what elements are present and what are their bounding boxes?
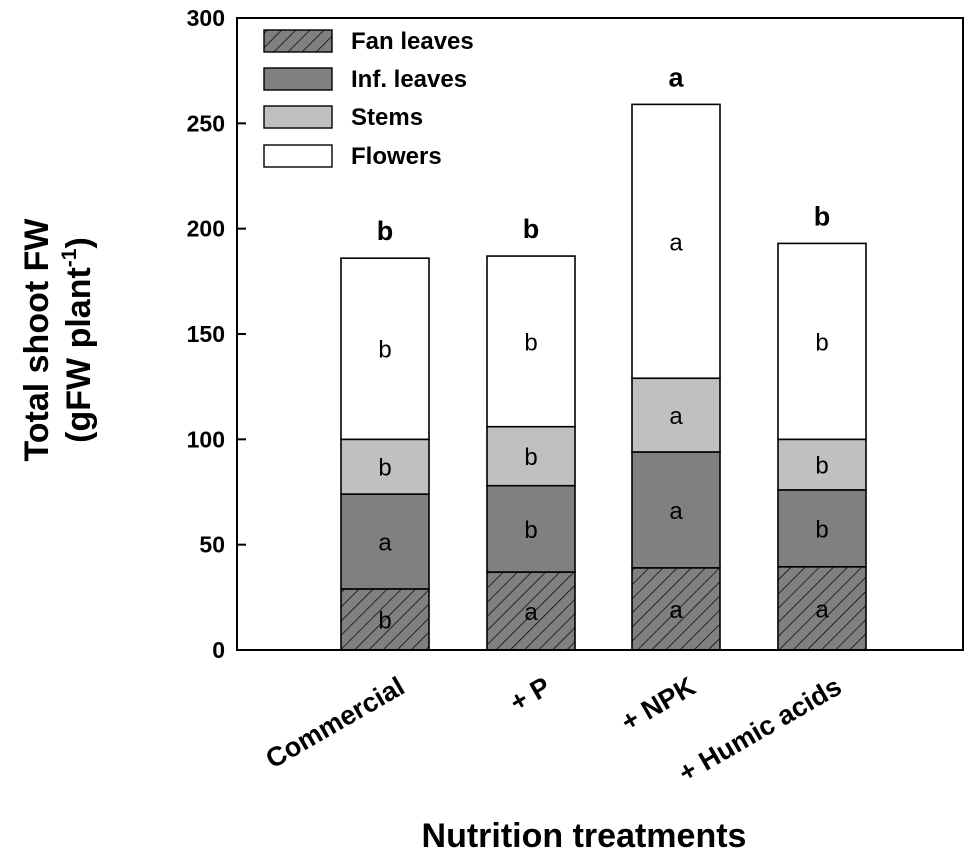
x-axis-category-labels: Commercial + P + NPK+ Humic acids [261, 671, 847, 788]
segment-letter: b [815, 516, 828, 543]
segment-letter: a [669, 498, 683, 525]
y-tick-label: 50 [199, 532, 225, 558]
legend-swatch [263, 144, 333, 168]
bar-inf-leaves-1 [340, 493, 430, 590]
y-tick-label: 300 [187, 5, 225, 31]
segment-letter: a [669, 403, 683, 430]
y-tick-label: 150 [187, 321, 225, 347]
segment-letter: b [815, 453, 828, 480]
total-letter: a [668, 62, 684, 92]
segment-letters: b a b b a b b b a a a a a b b b [378, 229, 829, 634]
bar-stems-2 [486, 425, 576, 487]
segment-letter: b [378, 455, 391, 482]
x-category-label: + P [505, 671, 556, 718]
y-axis-title: Total shoot FW (gFW plant-1) [18, 218, 98, 462]
bar-stems-4 [777, 438, 867, 491]
y-tick-label: 250 [187, 110, 225, 136]
legend-label: Inf. leaves [351, 66, 467, 93]
x-category-label: + NPK [616, 671, 701, 737]
y-axis-unit-superscript: -1 [58, 248, 81, 267]
segment-letter: b [378, 337, 391, 364]
segment-letter: b [524, 444, 537, 471]
x-axis-title: Nutrition treatments [422, 817, 747, 855]
total-letters: b b a b [377, 62, 831, 246]
bar-inf-leaves-3 [631, 451, 721, 569]
bar-fan-leaves-4 [777, 565, 867, 651]
segment-letter: a [669, 597, 683, 624]
bar-fan-leaves-2 [486, 571, 576, 651]
segment-letter: b [524, 517, 537, 544]
legend-label: Flowers [351, 143, 442, 170]
segment-letter: a [524, 599, 538, 626]
y-tick-label: 100 [187, 426, 225, 452]
segment-letter: b [378, 607, 391, 634]
bars-group [340, 103, 867, 651]
bar-flowers-3 [631, 103, 721, 380]
bar-flowers-1 [340, 257, 430, 441]
x-category-label: Commercial [261, 671, 410, 774]
legend-swatch [263, 105, 333, 129]
bar-inf-leaves-4 [777, 489, 867, 568]
total-letter: b [523, 214, 540, 244]
y-tick-label: 0 [212, 637, 225, 663]
legend-swatch [263, 67, 333, 91]
legend-label: Stems [351, 104, 423, 131]
segment-letter: b [524, 329, 537, 356]
segment-letter: a [669, 229, 683, 256]
bar-stems-3 [631, 377, 721, 453]
y-axis-title-line1: Total shoot FW [18, 218, 56, 462]
x-category-label: + Humic acids [674, 671, 847, 788]
segment-letter: b [815, 329, 828, 356]
y-axis-title-line2: (gFW plant-1) [58, 237, 98, 443]
bar-flowers-4 [777, 242, 867, 441]
bar-fan-leaves-3 [631, 567, 721, 651]
total-letter: b [377, 216, 394, 246]
y-axis-unit-close: ) [60, 237, 98, 248]
legend-swatch [263, 29, 333, 53]
total-letter: b [814, 201, 831, 231]
legend-label: Fan leaves [351, 28, 474, 55]
plot-frame [236, 17, 964, 651]
y-axis-unit: (gFW plant [60, 267, 98, 443]
bar-stems-1 [340, 438, 430, 495]
bar-flowers-2 [486, 255, 576, 428]
legend: Fan leaves Inf. leaves Stems Flowers [263, 28, 474, 170]
segment-letter: a [815, 596, 829, 623]
segment-letter: a [378, 530, 392, 557]
y-tick-label: 200 [187, 216, 225, 242]
